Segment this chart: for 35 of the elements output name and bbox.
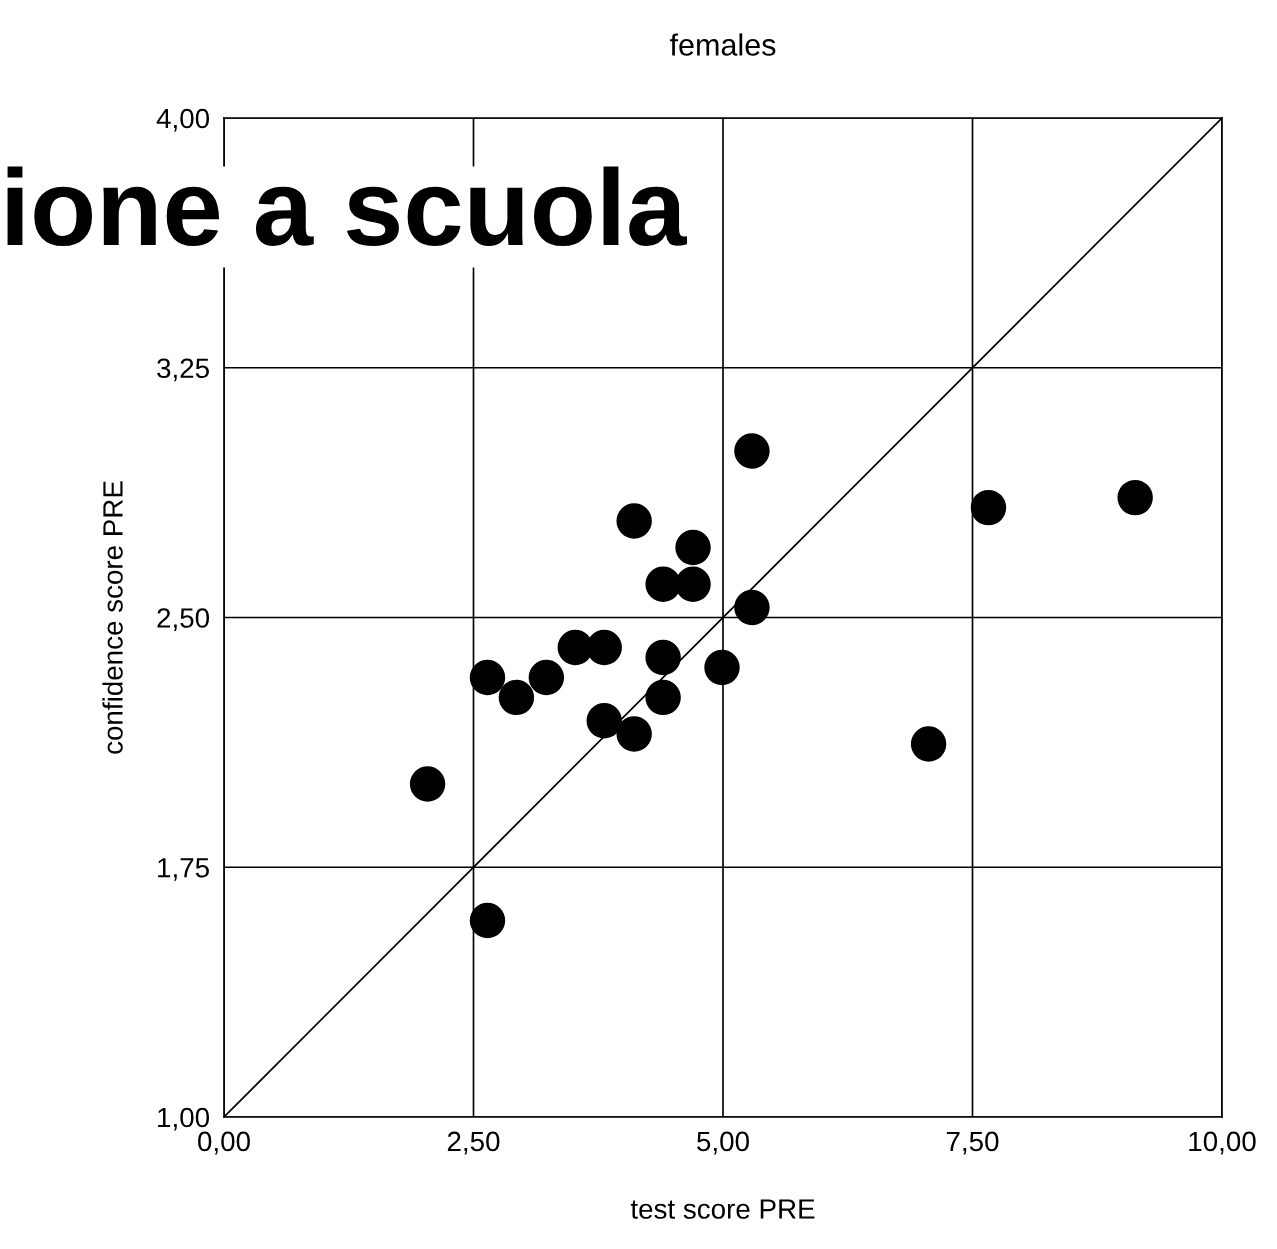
point bbox=[675, 566, 711, 602]
point bbox=[645, 679, 681, 716]
point bbox=[616, 503, 652, 539]
point bbox=[409, 766, 446, 802]
y-tick-label: 3,25 bbox=[157, 358, 209, 382]
point bbox=[910, 726, 947, 762]
point bbox=[586, 629, 622, 666]
point bbox=[704, 649, 740, 686]
y-tick-label: 2,50 bbox=[157, 608, 210, 632]
y-axis-title: confidence score PRE bbox=[102, 481, 123, 754]
y-tick-label: 1,75 bbox=[158, 858, 209, 881]
point bbox=[734, 433, 770, 469]
point bbox=[734, 589, 770, 626]
x-tick-label: 0,00 bbox=[198, 1131, 250, 1155]
annotation: ione a scuola bbox=[7, 166, 688, 247]
y-tick-label: 4,00 bbox=[156, 108, 210, 132]
y-tick-label: 1,00 bbox=[158, 1107, 210, 1131]
x-axis-title: test score PRE bbox=[630, 1199, 815, 1219]
point bbox=[586, 703, 622, 739]
point bbox=[528, 659, 565, 696]
x-tick-label: 7,50 bbox=[946, 1131, 999, 1155]
point bbox=[469, 902, 506, 939]
point bbox=[498, 679, 535, 716]
chart-title: females bbox=[669, 33, 776, 56]
point bbox=[1117, 479, 1153, 516]
point bbox=[469, 659, 506, 696]
point bbox=[557, 629, 593, 666]
x-tick-label: 10,00 bbox=[1189, 1131, 1256, 1155]
point bbox=[645, 639, 681, 676]
point bbox=[675, 529, 711, 566]
point bbox=[970, 489, 1007, 526]
x-tick-label: 5,00 bbox=[697, 1131, 749, 1155]
point bbox=[645, 566, 681, 602]
x-tick-label: 2,50 bbox=[447, 1131, 500, 1155]
point bbox=[616, 716, 652, 752]
